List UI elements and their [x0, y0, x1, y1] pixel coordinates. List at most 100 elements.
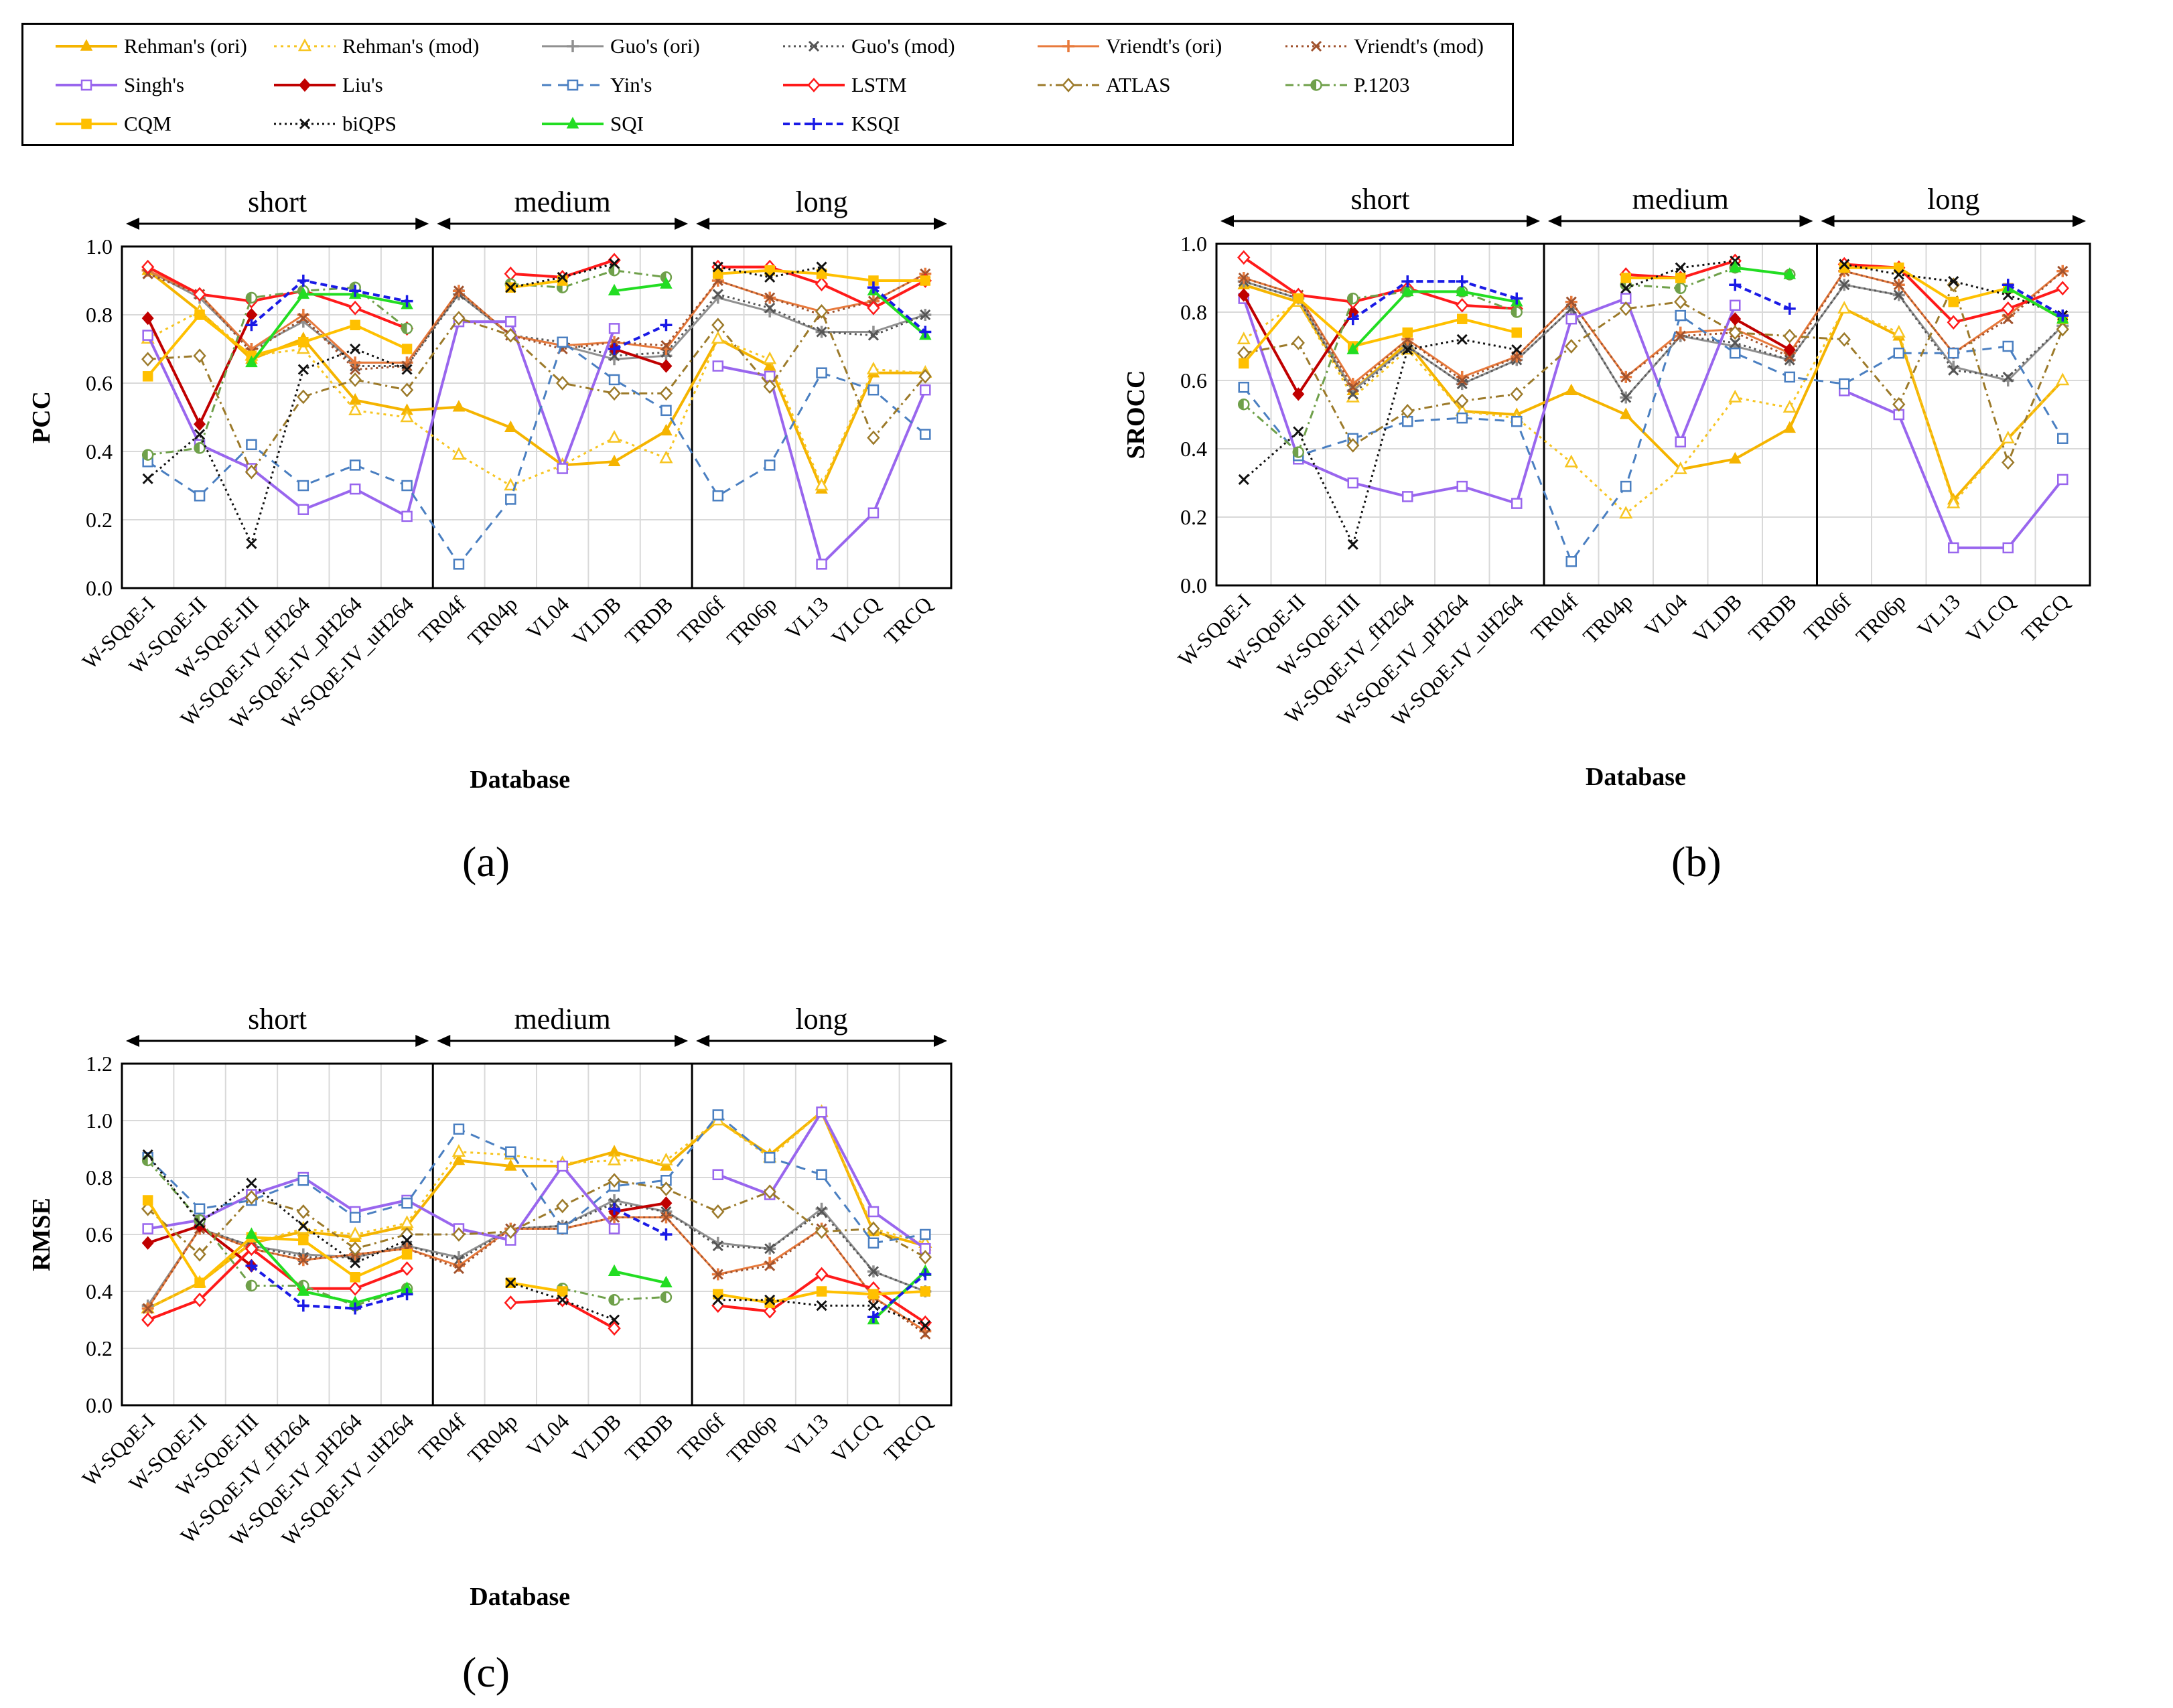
data-point-yin-s — [1893, 347, 1904, 359]
data-point-guo-s-mod — [1456, 378, 1468, 390]
data-point-yin-s — [505, 494, 516, 505]
data-point-lstm — [815, 277, 829, 291]
data-point-atlas — [659, 386, 673, 401]
data-point-atlas — [1674, 294, 1687, 309]
data-point-atlas — [1456, 393, 1469, 409]
data-point-rehman-s-mod — [451, 447, 466, 460]
data-point-rehman-s-mod — [504, 478, 518, 491]
data-point-biqps — [764, 271, 776, 283]
group-range-long — [696, 1035, 947, 1047]
legend-swatch-yin-s — [542, 79, 604, 91]
y-axis-title: RMSE — [27, 1198, 56, 1271]
series-line-biqps — [147, 348, 408, 545]
series-line-sqi — [2007, 287, 2064, 320]
data-point-yin-s — [764, 1152, 776, 1163]
data-point-yin-s — [297, 480, 309, 492]
data-point-ksqi — [245, 319, 258, 332]
data-point-biqps — [557, 1294, 568, 1305]
legend-label: LSTM — [851, 73, 907, 96]
data-point-rehman-s-mod — [1892, 324, 1906, 338]
data-point-guo-s-mod — [764, 1243, 776, 1255]
chart-legend: Rehman's (ori) Rehman's (mod) Guo's (ori) G… — [21, 23, 1514, 146]
series-line-singh-s — [717, 364, 927, 566]
legend-item-atlas: ATLAS — [1035, 66, 1170, 104]
data-point-lstm — [244, 1241, 259, 1257]
legend-item-rehman-s-mod: Rehman's (mod) — [271, 27, 479, 65]
data-point-yin-s — [453, 1123, 465, 1135]
data-point-vriendt-s-mod — [1784, 351, 1795, 362]
data-point-cqm — [713, 269, 723, 279]
data-point-liu-s — [194, 417, 206, 431]
data-point-yin-s — [1675, 309, 1686, 322]
data-point-ksqi — [1456, 275, 1468, 288]
data-point-yin-s — [297, 1175, 309, 1186]
data-point-rehman-s-mod — [1728, 389, 1742, 403]
series-line-sqi — [250, 293, 407, 364]
legend-swatch-ksqi — [783, 118, 845, 130]
legend-marker-liu-s — [298, 78, 311, 92]
data-point-p-1203 — [1347, 292, 1359, 305]
data-point-singh-s — [1456, 480, 1468, 492]
x-tick-label: TR04f — [413, 1409, 470, 1466]
data-point-cqm — [194, 1277, 205, 1288]
data-point-singh-s — [2057, 474, 2069, 486]
data-point-rehman-s-mod — [607, 429, 622, 443]
legend-item-lstm: LSTM — [780, 66, 907, 104]
data-point-atlas — [1346, 438, 1360, 453]
data-point-biqps — [194, 429, 206, 440]
data-point-atlas — [348, 372, 362, 387]
data-point-cqm — [816, 269, 827, 279]
data-point-biqps — [816, 261, 827, 273]
data-point-vriendt-s-mod — [453, 285, 464, 297]
data-point-sqi — [660, 1275, 673, 1287]
data-point-cqm — [868, 1289, 879, 1299]
data-point-liu-s — [141, 311, 154, 326]
x-tick-label: VL13 — [780, 591, 833, 644]
data-point-biqps — [246, 1178, 257, 1189]
data-point-vriendt-s-mod — [297, 313, 309, 324]
data-point-yin-s — [867, 384, 880, 396]
legend-marker-sqi — [566, 117, 579, 129]
plot-frame — [121, 245, 953, 589]
data-point-p-1203 — [245, 1279, 258, 1292]
legend-label: Singh's — [124, 73, 185, 96]
group-label-short: short — [248, 1003, 307, 1036]
x-tick-label: VL13 — [1912, 589, 1965, 641]
data-point-biqps — [609, 258, 620, 269]
data-point-vriendt-s-mod — [2002, 313, 2014, 325]
legend-marker-cqm — [81, 119, 92, 129]
panel-label-b: (b) — [1671, 838, 1722, 885]
x-tick-label: TRCQ — [879, 591, 936, 649]
data-point-yin-s — [712, 1109, 724, 1121]
data-point-atlas — [867, 1221, 880, 1236]
data-point-rehman-s-mod — [659, 450, 673, 464]
data-point-atlas — [918, 1250, 932, 1265]
data-point-yin-s — [1456, 412, 1468, 424]
data-point-cqm — [920, 275, 931, 286]
data-point-yin-s — [1620, 480, 1632, 492]
data-point-ksqi — [349, 1302, 362, 1315]
y-tick-label: 0.8 — [86, 303, 113, 327]
data-point-yin-s — [1730, 347, 1741, 359]
data-point-ksqi — [297, 275, 309, 287]
legend-label: Liu's — [342, 73, 383, 96]
series-biqps — [142, 1149, 931, 1332]
group-range-medium — [437, 218, 689, 230]
data-point-atlas — [1837, 332, 1851, 347]
data-point-yin-s — [2057, 433, 2069, 444]
x-tick-label: TR04p — [463, 591, 522, 650]
series-line-cqm — [510, 279, 563, 289]
data-point-yin-s — [1948, 347, 1959, 359]
data-point-singh-s — [297, 504, 309, 515]
y-tick-label: 1.2 — [86, 1052, 113, 1076]
legend-marker-guo-s-ori — [567, 40, 579, 52]
data-point-vriendt-s-mod — [712, 1269, 723, 1280]
legend-marker-vriendt-s-ori — [1062, 40, 1074, 52]
data-point-ksqi — [349, 285, 362, 297]
x-tick-label: TR06p — [722, 591, 781, 650]
data-point-p-1203 — [194, 442, 206, 454]
data-point-rehman-s-ori — [1783, 421, 1796, 433]
data-point-vriendt-s-mod — [350, 364, 361, 375]
data-point-yin-s — [349, 459, 361, 471]
